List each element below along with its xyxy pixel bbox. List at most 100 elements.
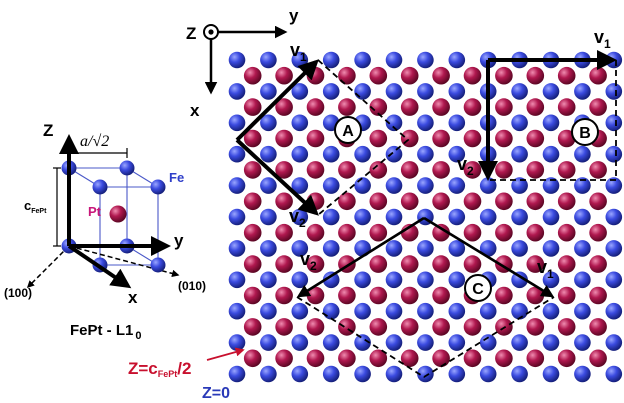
pt-atom [526, 192, 545, 211]
pt-atom [338, 349, 356, 368]
fe-atom [385, 83, 403, 100]
fe-atom [385, 334, 403, 351]
fe-atom [291, 114, 309, 132]
fe-atom [542, 177, 560, 194]
layer-labels: Z=cFePt/2 Z=0 [128, 347, 245, 402]
fe-atom [322, 83, 340, 100]
cell-b: B v1 v2 [457, 27, 617, 181]
pt-atom [338, 223, 356, 242]
fe-atom [228, 271, 246, 289]
fe-atom [354, 177, 371, 194]
pt-atom [526, 318, 545, 336]
pt-atom [400, 255, 419, 273]
fe-atom [448, 83, 466, 100]
cell-b-v1-label: v1 [594, 27, 611, 51]
unit-cell: Z y x a/√2 cFePt Fe Pt (100) (010) FePt … [4, 121, 206, 342]
fe-atom [385, 145, 403, 163]
pt-atom [526, 98, 545, 116]
fe-atom [228, 240, 246, 257]
pt-atom [557, 223, 576, 242]
fe-atom [260, 334, 277, 351]
unit-cell-y-label: y [174, 231, 184, 250]
pt-atom [275, 223, 293, 242]
pt-atom [369, 161, 388, 179]
fe-atom [511, 145, 528, 163]
pt-layer-arrow [206, 347, 245, 361]
pt-atom [306, 255, 325, 273]
fe-atom [228, 145, 246, 163]
pt-atom [400, 318, 419, 336]
fe-atom [322, 145, 340, 163]
pt-atom [243, 318, 262, 336]
fe-atom [228, 302, 246, 320]
cell-c: C v1 v2 [296, 216, 555, 379]
fe-atom [385, 365, 403, 383]
fe-atom [228, 208, 246, 226]
pt-atom [400, 129, 419, 148]
pt-atom [400, 349, 419, 368]
pt-atom [589, 192, 607, 211]
pt-atom [243, 192, 262, 211]
cell-b-v2-label: v2 [457, 154, 474, 178]
pt-atom [589, 223, 607, 242]
fe-atom [322, 334, 340, 351]
pt-atom [557, 192, 576, 211]
fe-atom [322, 302, 340, 320]
fe-atom [574, 208, 591, 226]
pt-atom [495, 161, 513, 179]
pt-atom [243, 129, 262, 148]
fe-atom [354, 208, 371, 226]
fe-atom [228, 83, 246, 100]
fe-atom [322, 208, 340, 226]
fe-atom [291, 177, 309, 194]
fe-atom [354, 271, 371, 289]
cell-c-vector-2 [296, 216, 425, 298]
fe-atom [542, 208, 560, 226]
pt-layer-label: Z=cFePt/2 [128, 359, 191, 379]
cell-a-badge-label: A [342, 123, 354, 140]
pt-atom [369, 318, 388, 336]
fe-atom [322, 51, 340, 69]
pt-atom [463, 192, 482, 211]
fe-atom [417, 334, 434, 351]
fe-atom [417, 302, 434, 320]
pt-atom [432, 129, 450, 148]
fe-atom [385, 114, 403, 132]
fe-atom [385, 240, 403, 257]
pt-atom [495, 286, 513, 305]
fe-atom [260, 240, 277, 257]
fe-atom [354, 365, 371, 383]
pt-atom [243, 349, 262, 368]
pt-atom [400, 98, 419, 116]
fe-atom [448, 114, 466, 132]
dir-100-label: (100) [4, 286, 32, 300]
fe-atom [542, 302, 560, 320]
fe-atom [260, 177, 277, 194]
pt-atom [243, 255, 262, 273]
fe-atom [605, 365, 623, 383]
fe-atom [448, 208, 466, 226]
pt-atom [243, 223, 262, 242]
pt-atom [589, 66, 607, 85]
fe-atom [511, 114, 528, 132]
pt-atom [557, 129, 576, 148]
fe-atom [322, 365, 340, 383]
fe-atom [354, 334, 371, 351]
pt-atom [432, 318, 450, 336]
fe-atom [228, 51, 246, 69]
fe-atom [542, 365, 560, 383]
fe-atom [354, 302, 371, 320]
fe-atom [511, 208, 528, 226]
fe-atom [228, 334, 246, 351]
fe-atom [605, 177, 623, 194]
pt-atom [243, 66, 262, 85]
pt-atom [463, 255, 482, 273]
fe-atom [291, 83, 309, 100]
cell-a: A v1 v2 [235, 40, 410, 230]
fe-atom [417, 240, 434, 257]
pt-atom [432, 255, 450, 273]
pt-atom [432, 161, 450, 179]
fe-atom [511, 365, 528, 383]
fe-atom [260, 83, 277, 100]
fe-atom [511, 177, 528, 194]
